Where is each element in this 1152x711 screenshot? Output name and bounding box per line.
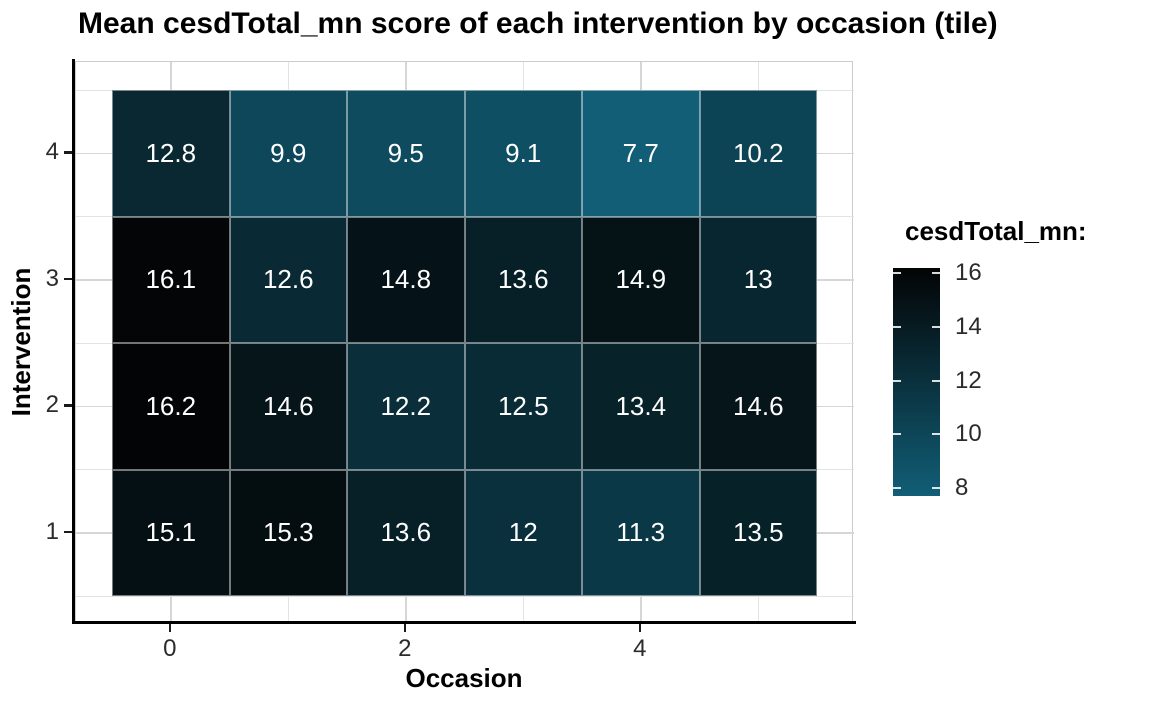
- plot-panel: 12.8 9.9 9.5 9.1 7.7 10.2 16.1 12.6 14.8 13.6 14.9…: [75, 61, 854, 623]
- x-axis-tick: [638, 624, 641, 632]
- tile-value-label: 14.8: [380, 264, 432, 295]
- y-tick-label: 4: [45, 138, 59, 166]
- tile-value-label: 13: [743, 264, 773, 295]
- heatmap-tile: 7.7: [582, 90, 700, 217]
- tile-value-label: 9.5: [387, 137, 424, 168]
- legend-tick-label: 16: [955, 259, 982, 287]
- heatmap-tile-grid: 12.8 9.9 9.5 9.1 7.7 10.2 16.1 12.6 14.8 13.6 14.9…: [112, 90, 817, 596]
- x-axis-tick: [403, 624, 406, 632]
- legend-tick-left: [893, 272, 901, 275]
- tile-value-label: 12.5: [497, 390, 549, 421]
- legend-tick-left: [893, 326, 901, 328]
- heatmap-tile: 14.6: [699, 343, 817, 470]
- heatmap-tile: 9.9: [229, 90, 347, 217]
- legend-title: cesdTotal_mn:: [905, 216, 1087, 246]
- legend-tick-right: [932, 433, 940, 436]
- tile-value-label: 12.8: [145, 137, 197, 168]
- tile-value-label: 13.4: [615, 390, 667, 421]
- heatmap-tile: 15.3: [229, 469, 347, 596]
- tile-value-label: 14.6: [262, 390, 314, 421]
- x-axis-title: Occasion: [405, 663, 523, 693]
- legend-tick-right: [932, 379, 940, 382]
- legend-tick-left: [893, 433, 901, 436]
- legend-colorbar: [893, 268, 940, 496]
- tile-value-label: 15.1: [145, 517, 197, 548]
- legend-tick-right: [932, 326, 940, 328]
- tile-value-label: 11.3: [616, 517, 666, 548]
- legend-tick-left: [893, 379, 901, 382]
- heatmap-tile: 11.3: [582, 469, 700, 596]
- tile-value-label: 13.5: [732, 517, 784, 548]
- heatmap-tile: 16.1: [112, 216, 230, 343]
- y-axis-line: [71, 59, 75, 624]
- tile-value-label: 13.6: [497, 264, 549, 295]
- heatmap-tile: 12.8: [112, 90, 230, 217]
- y-tick-label: 3: [45, 264, 59, 292]
- heatmap-tile: 9.1: [464, 90, 582, 217]
- x-tick-label: 0: [163, 635, 177, 662]
- heatmap-tile: 13: [699, 216, 817, 343]
- heatmap-tile: 12.6: [229, 216, 347, 343]
- heatmap-tile: 13.4: [582, 343, 700, 470]
- tile-value-label: 15.3: [262, 517, 314, 548]
- tile-value-label: 16.2: [145, 390, 197, 421]
- heatmap-tile: 14.8: [347, 216, 465, 343]
- tile-value-label: 14.6: [732, 390, 784, 421]
- x-axis-tick: [168, 624, 171, 632]
- y-axis-title: Intervention: [6, 267, 36, 417]
- heatmap-tile: 12.5: [464, 343, 582, 470]
- heatmap-tile: 15.1: [112, 469, 230, 596]
- heatmap-tile: 14.6: [229, 343, 347, 470]
- x-tick-label: 4: [633, 635, 647, 662]
- tile-value-label: 7.7: [622, 137, 659, 168]
- gridline-y-minor: [76, 595, 854, 597]
- tile-value-label: 14.9: [615, 264, 667, 295]
- tile-value-label: 12.6: [262, 264, 314, 295]
- y-axis-tick: [63, 277, 72, 280]
- legend-tick-label: 10: [955, 420, 982, 448]
- tile-value-label: 10.2: [732, 137, 784, 168]
- heatmap-tile: 9.5: [347, 90, 465, 217]
- tile-value-label: 12: [508, 517, 538, 548]
- y-tick-label: 1: [45, 517, 59, 545]
- tile-value-label: 16.1: [145, 264, 197, 295]
- tile-value-label: 13.6: [380, 517, 432, 548]
- legend-tick-label: 12: [955, 366, 982, 394]
- heatmap-tile: 13.6: [347, 469, 465, 596]
- heatmap-tile: 14.9: [582, 216, 700, 343]
- heatmap-tile: 12.2: [347, 343, 465, 470]
- heatmap-tile: 16.2: [112, 343, 230, 470]
- x-axis-line: [71, 620, 856, 624]
- x-tick-label: 2: [398, 635, 412, 662]
- legend-tick-right: [932, 486, 940, 489]
- heatmap-tile: 13.5: [699, 469, 817, 596]
- y-tick-label: 2: [45, 391, 59, 419]
- y-axis-tick: [63, 404, 72, 407]
- y-axis-tick: [63, 151, 72, 154]
- heatmap-tile: 13.6: [464, 216, 582, 343]
- legend-tick-right: [932, 272, 940, 275]
- y-axis-tick: [63, 530, 72, 533]
- heatmap-tile: 10.2: [699, 90, 817, 217]
- tile-value-label: 12.2: [380, 390, 432, 421]
- legend-tick-label: 8: [955, 473, 969, 501]
- legend-tick-left: [893, 486, 901, 489]
- tile-value-label: 9.9: [270, 137, 307, 168]
- plot-title: Mean cesdTotal_mn score of each interven…: [78, 7, 998, 40]
- tile-value-label: 9.1: [505, 137, 542, 168]
- heatmap-tile: 12: [464, 469, 582, 596]
- legend-tick-label: 14: [955, 313, 982, 340]
